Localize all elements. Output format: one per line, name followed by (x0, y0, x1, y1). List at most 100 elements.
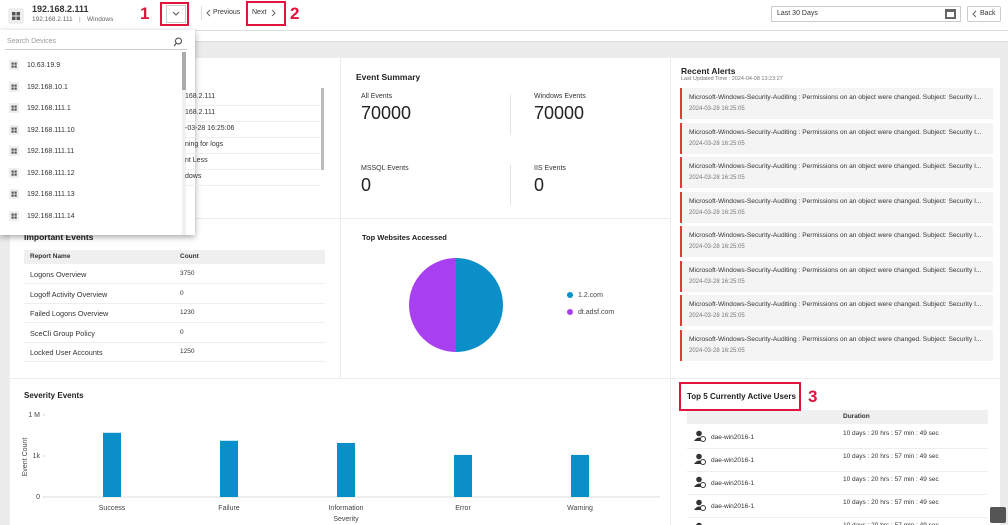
device-icon (8, 8, 24, 24)
user-name: dae-win2016-1 (711, 457, 755, 464)
x-tick-label: Error (455, 505, 471, 512)
pie-slice (409, 258, 456, 352)
summary-label: IIS Events (534, 165, 566, 172)
summary-value: 70000 (361, 103, 412, 123)
table-header (24, 250, 325, 264)
alert-message: Microsoft-Windows-Security-Auditing : Pe… (689, 232, 982, 239)
icon (9, 60, 19, 70)
column-header: Count (180, 253, 199, 260)
device-label: 10.63.19.9 (27, 62, 61, 69)
previous-label: Previous (213, 9, 241, 16)
icon (694, 476, 706, 488)
icon (9, 103, 19, 113)
bar (103, 432, 121, 497)
y-tick-label: 1k (33, 453, 41, 460)
date-range-picker[interactable]: Last 30 Days (771, 6, 961, 22)
chat-button[interactable] (990, 507, 1006, 523)
alert-item[interactable]: Microsoft-Windows-Security-Auditing : Pe… (680, 260, 993, 292)
icon (694, 499, 706, 511)
back-button[interactable]: Back (967, 6, 1001, 22)
x-tick-label: Information (328, 505, 363, 512)
dropdown-button[interactable] (166, 5, 186, 23)
divider (510, 95, 511, 135)
alert-item[interactable]: Microsoft-Windows-Security-Auditing : Pe… (680, 329, 993, 361)
sub-bar (0, 31, 1008, 42)
active-users-title: Top 5 Currently Active Users (687, 392, 796, 401)
recent-alerts-title: Recent Alerts (681, 66, 736, 76)
device-option[interactable]: 10.63.19.9 (0, 56, 180, 76)
last-updated: Last Updated Time : 2024-04-08 13:23:27 (681, 76, 783, 82)
icon (694, 453, 706, 465)
device-option[interactable]: 192.168.10.1 (0, 78, 180, 98)
highlight-box (246, 1, 286, 26)
device-ip: 192.168.2.111 (32, 16, 73, 23)
scrollbar (321, 88, 324, 170)
device-option[interactable]: 192.168.111.11 (0, 142, 180, 162)
annotation: 1 (140, 4, 150, 23)
separator: | (79, 16, 81, 23)
x-tick-label: Warning (567, 505, 593, 512)
summary-value: 0 (361, 175, 372, 195)
alert-item[interactable]: Microsoft-Windows-Security-Auditing : Pe… (680, 226, 993, 257)
legend-swatch (567, 292, 573, 298)
annotation: 2 (290, 4, 300, 23)
alert-time: 2024-03-28 16:25:05 (689, 244, 745, 250)
user-duration: 10 days : 20 hrs : 57 min : 49 sec (843, 499, 939, 506)
next-button[interactable]: Next (250, 6, 282, 20)
alert-time: 2024-03-28 16:25:05 (689, 209, 745, 216)
previous-button[interactable]: Previous (201, 6, 244, 20)
table-cell: SceCli Group Policy (30, 328, 95, 338)
device-option[interactable]: 192.168.111.13 (0, 185, 180, 205)
device-option[interactable]: 192.168.111.14 (0, 207, 180, 227)
alert-item[interactable]: Microsoft-Windows-Security-Auditing : Pe… (680, 295, 993, 326)
back-label: Back (980, 10, 996, 17)
y-tick-label: 1 M (28, 412, 40, 419)
table-row (24, 264, 325, 284)
alert-item[interactable]: Microsoft-Windows-Security-Auditing : Pe… (680, 157, 993, 188)
search-box[interactable]: Search Devices (5, 34, 187, 50)
column-header: Duration (843, 413, 870, 420)
event-summary-panel (341, 58, 670, 218)
bar (454, 454, 472, 497)
device-option[interactable]: 192.168.111.10 (0, 121, 180, 141)
alert-time: 2024-03-28 16:25:05 (689, 106, 745, 112)
summary-label: MSSQL Events (361, 165, 409, 172)
table-cell: 3750 (180, 270, 195, 277)
user-duration: 10 days : 20 hrs : 57 min : 49 sec (843, 476, 939, 483)
device-option[interactable]: 192.168.111.1 (0, 99, 180, 119)
table-cell: 0 (180, 289, 184, 297)
x-tick-label: Success (99, 505, 126, 512)
table-row (24, 323, 325, 343)
summary-value: 70000 (534, 103, 585, 123)
divider (510, 165, 511, 205)
scrollbar-thumb[interactable] (182, 52, 186, 90)
bar-chart: Severity Events 0 1k 1 M Success Failure Info… (22, 391, 660, 523)
info-value: 168.2.111 (185, 106, 320, 122)
alert-item[interactable]: Microsoft-Windows-Security-Auditing : Pe… (680, 191, 993, 223)
alert-message: Microsoft-Windows-Security-Auditing : Pe… (689, 335, 982, 343)
alert-list: Microsoft-Windows-Security-Auditing : Pe… (680, 88, 993, 372)
device-label: 192.168.111.10 (27, 126, 75, 134)
table-row (687, 495, 988, 518)
alert-item[interactable]: Microsoft-Windows-Security-Auditing : Pe… (680, 122, 993, 154)
event-summary-title: Event Summary (356, 72, 421, 82)
user-name: dae-win2016-1 (711, 503, 755, 510)
active-users-panel (671, 379, 1000, 525)
device-label: 192.168.111.12 (27, 169, 75, 177)
websites-title: Top Websites Accessed (362, 233, 447, 242)
alert-item[interactable]: Microsoft-Windows-Security-Auditing : Pe… (680, 88, 993, 119)
user-name: dae-win2016-1 (711, 480, 755, 487)
user-duration: 10 days : 20 hrs : 57 min : 49 sec (843, 522, 939, 525)
alert-message: Microsoft-Windows-Security-Auditing : Pe… (689, 94, 982, 101)
x-tick-label: Failure (218, 505, 240, 512)
alert-time: 2024-03-28 16:25:05 (689, 313, 745, 319)
info-value: -03-28 16:25:06 (185, 122, 320, 138)
info-value: dows (185, 170, 320, 186)
user-duration: 10 days : 20 hrs : 57 min : 49 sec (843, 430, 939, 437)
table-cell: Locked User Accounts (30, 348, 103, 358)
bar (337, 442, 355, 497)
summary-value: 0 (534, 175, 545, 195)
table-row (24, 342, 325, 363)
device-option[interactable]: 192.168.111.12 (0, 164, 180, 184)
